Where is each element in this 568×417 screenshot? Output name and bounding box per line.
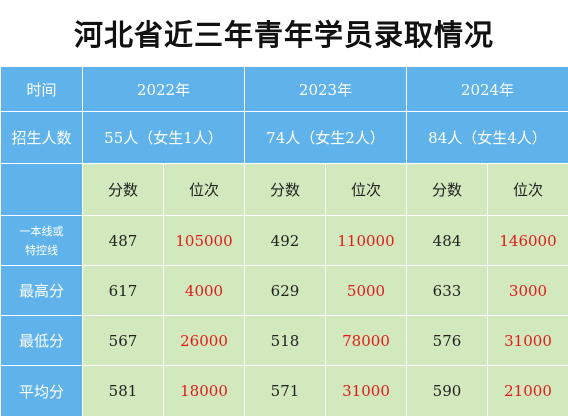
row-label-lowest: 最低分 [0,315,83,366]
subheader-row: 分数 位次 分数 位次 分数 位次 [0,163,568,216]
rank-cell: 4000 [163,265,245,316]
score-cell: 617 [82,265,164,316]
year-2023: 2023年 [244,66,407,112]
row-label-line: 一本线或 [19,224,64,238]
table-row: 最高分 617 4000 629 5000 633 3000 [0,265,568,316]
table-row: 一本线或 特控线 487 105000 492 110000 484 14600… [0,215,568,266]
page-title: 河北省近三年青年学员录取情况 [73,18,494,52]
rank-cell: 78000 [325,315,407,366]
rank-cell: 21000 [487,365,568,417]
rank-header: 位次 [325,163,407,216]
score-cell: 567 [82,315,164,366]
quota-label: 招生人数 [0,111,83,164]
rank-cell: 110000 [325,215,407,266]
score-header: 分数 [82,163,164,216]
score-cell: 633 [406,265,488,316]
rank-cell: 18000 [163,365,245,417]
score-cell: 518 [244,315,326,366]
table-row: 平均分 581 18000 571 31000 590 21000 [0,365,568,417]
rank-cell: 5000 [325,265,407,316]
admission-table: 时间 2022年 2023年 2024年 招生人数 55人（女生1人） 74人（… [0,66,568,417]
rank-header: 位次 [163,163,245,216]
quota-row: 招生人数 55人（女生1人） 74人（女生2人） 84人（女生4人） [0,111,568,164]
year-2022: 2022年 [82,66,245,112]
score-cell: 571 [244,365,326,417]
row-label-average: 平均分 [0,365,83,417]
rank-cell: 31000 [487,315,568,366]
score-header: 分数 [244,163,326,216]
score-cell: 484 [406,215,488,266]
score-cell: 590 [406,365,488,417]
score-cell: 492 [244,215,326,266]
table-row: 最低分 567 26000 518 78000 576 31000 [0,315,568,366]
rank-cell: 105000 [163,215,245,266]
rank-cell: 3000 [487,265,568,316]
quota-2024: 84人（女生4人） [406,111,568,164]
score-cell: 581 [82,365,164,417]
time-label: 时间 [0,66,83,112]
rank-cell: 31000 [325,365,407,417]
row-label-highest: 最高分 [0,265,83,316]
score-cell: 576 [406,315,488,366]
row-label-cutoff-line: 一本线或 特控线 [0,215,83,266]
score-header: 分数 [406,163,488,216]
rank-header: 位次 [487,163,568,216]
score-cell: 629 [244,265,326,316]
rank-cell: 26000 [163,315,245,366]
year-2024: 2024年 [406,66,568,112]
quota-2023: 74人（女生2人） [244,111,407,164]
year-header-row: 时间 2022年 2023年 2024年 [0,66,568,112]
quota-2022: 55人（女生1人） [82,111,245,164]
score-cell: 487 [82,215,164,266]
row-label-line: 特控线 [25,243,58,257]
subheader-blank-cell [0,163,83,216]
rank-cell: 146000 [487,215,568,266]
